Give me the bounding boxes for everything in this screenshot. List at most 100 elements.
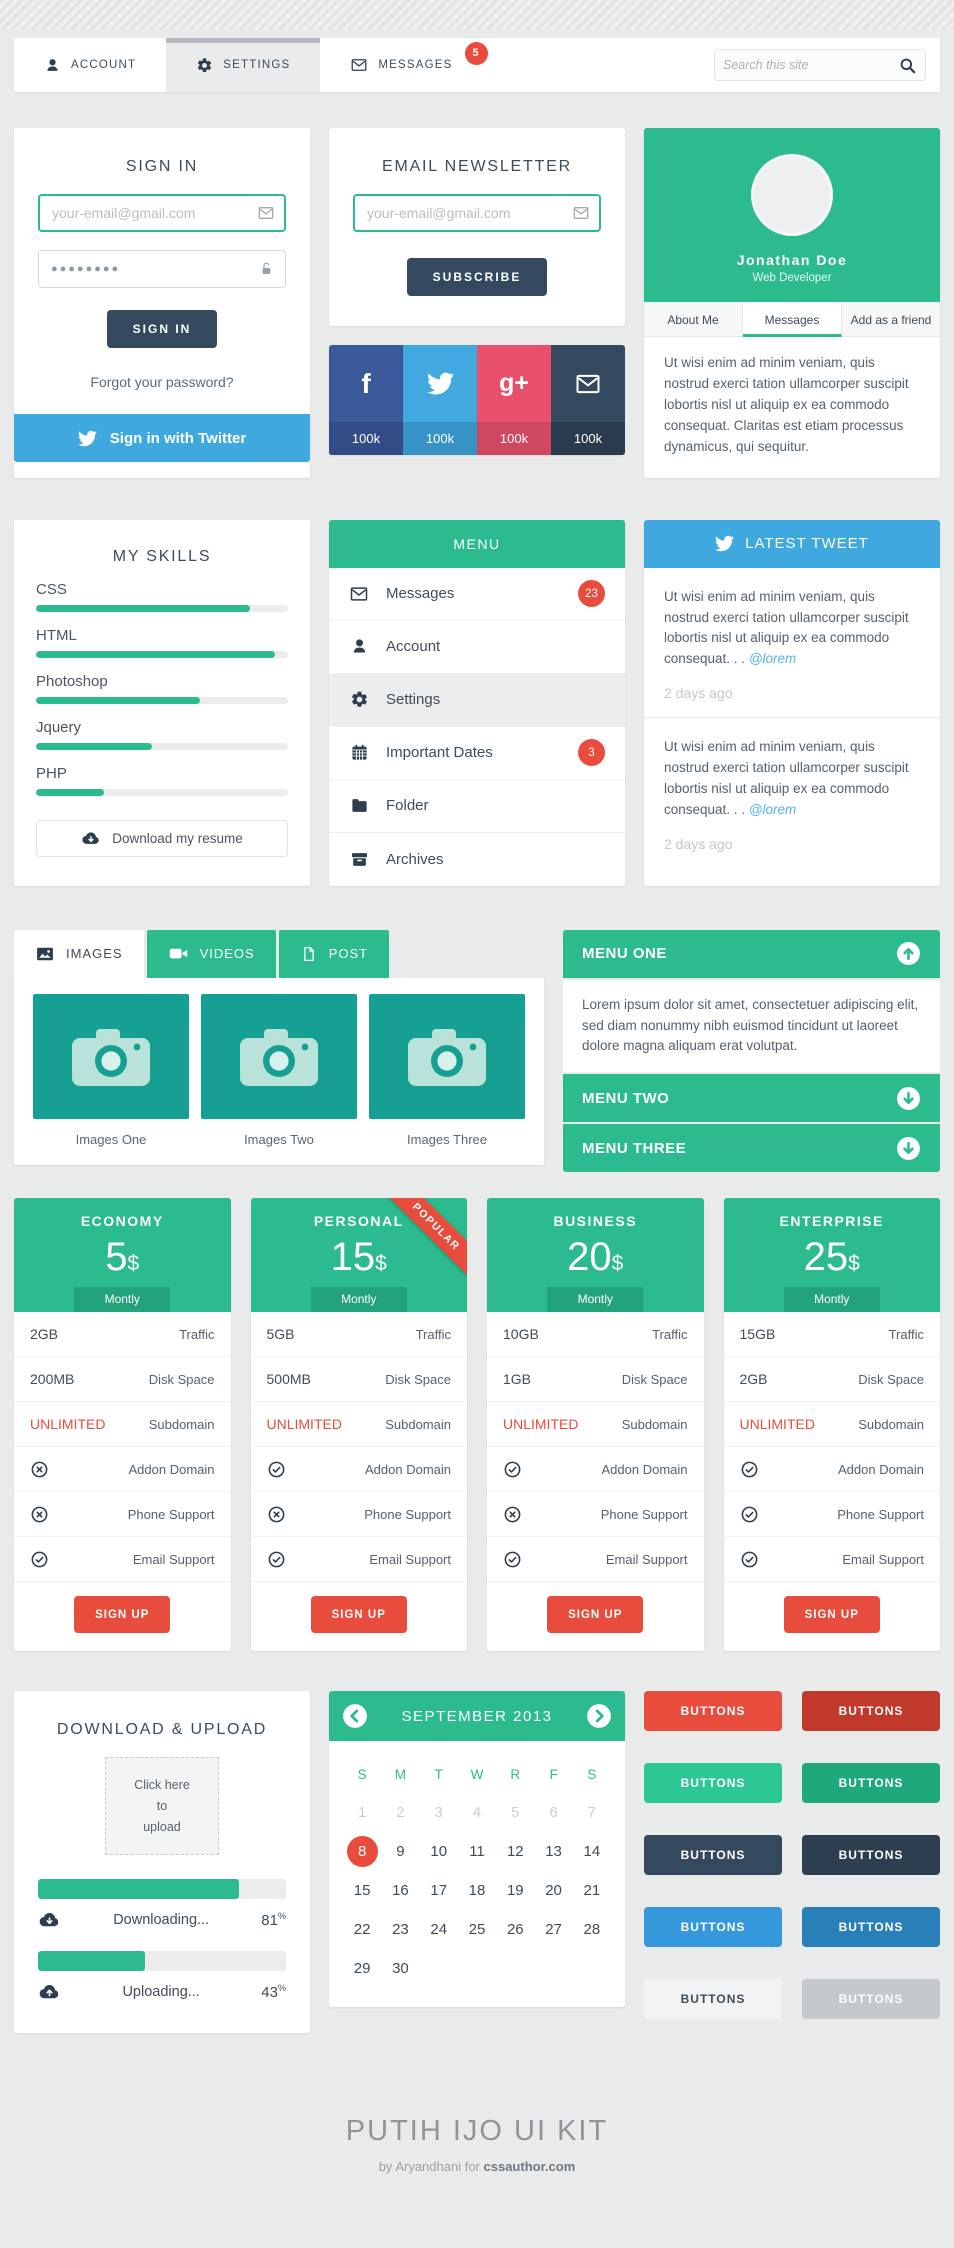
- plan-signup-button[interactable]: SIGN UP: [547, 1596, 644, 1634]
- tweet-handle-link[interactable]: @lorem: [748, 802, 797, 818]
- nav-item-messages[interactable]: MESSAGES 5: [320, 38, 517, 92]
- calendar-day[interactable]: 18: [468, 1882, 486, 1900]
- top-navbar: ACCOUNT SETTINGS MESSAGES 5: [14, 38, 940, 92]
- calendar-day[interactable]: 2: [396, 1804, 405, 1822]
- showcase-button-3[interactable]: BUTTONS: [644, 1763, 782, 1804]
- calendar-day[interactable]: 3: [434, 1804, 443, 1822]
- tab-messages[interactable]: Messages: [743, 302, 842, 337]
- plan-spec-label: Traffic: [415, 1326, 451, 1342]
- image-thumbnail[interactable]: [201, 993, 357, 1119]
- calendar-day[interactable]: 7: [587, 1804, 597, 1822]
- menu-item-archives[interactable]: Archives: [329, 832, 625, 886]
- plan-feature-label: Addon Domain: [838, 1461, 924, 1477]
- calendar-day[interactable]: 19: [506, 1882, 524, 1900]
- twitter-icon: [77, 429, 97, 448]
- calendar-day[interactable]: 1: [357, 1804, 367, 1822]
- twitter-tile[interactable]: 100k: [403, 345, 477, 455]
- upload-dropzone[interactable]: Click here to upload: [105, 1757, 219, 1856]
- password-input[interactable]: [38, 250, 286, 288]
- calendar-day[interactable]: 28: [583, 1921, 601, 1939]
- calendar-day[interactable]: 21: [583, 1882, 601, 1900]
- footer-brand-link[interactable]: cssauthor.com: [483, 2159, 576, 2175]
- calendar-day[interactable]: 10: [430, 1843, 448, 1861]
- email-input[interactable]: [38, 194, 286, 232]
- search-input[interactable]: [723, 58, 898, 72]
- calendar-day[interactable]: 25: [468, 1921, 486, 1939]
- showcase-button-5[interactable]: BUTTONS: [644, 1835, 782, 1876]
- image-caption: Images One: [75, 1131, 147, 1147]
- calendar-day[interactable]: 6: [549, 1804, 558, 1822]
- calendar-day[interactable]: 24: [430, 1921, 448, 1939]
- showcase-button-2[interactable]: BUTTONS: [802, 1691, 940, 1732]
- upload-percent: 43%: [261, 1982, 286, 2001]
- tweet-text: Ut wisi enim ad minim veniam, quis nostr…: [664, 739, 909, 818]
- calendar-day[interactable]: 27: [545, 1921, 562, 1939]
- folder-icon: [349, 796, 369, 815]
- showcase-button-8[interactable]: BUTTONS: [802, 1907, 940, 1948]
- arrow-up-circle-icon: [896, 941, 921, 966]
- subscribe-button[interactable]: SUBSCRIBE: [406, 258, 548, 296]
- menu-item-settings[interactable]: Settings: [329, 673, 625, 727]
- plan-signup-button[interactable]: SIGN UP: [74, 1596, 171, 1634]
- tab-add-as-friend[interactable]: Add as a friend: [842, 302, 940, 337]
- calendar-day[interactable]: 20: [545, 1882, 562, 1900]
- tab-about-me[interactable]: About Me: [644, 302, 743, 337]
- showcase-button-9[interactable]: BUTTONS: [644, 1979, 782, 2020]
- forgot-password-link[interactable]: Forgot your password?: [90, 374, 234, 390]
- nav-item-account[interactable]: ACCOUNT: [14, 38, 166, 92]
- showcase-button-10[interactable]: BUTTONS: [802, 1979, 940, 2020]
- showcase-button-6[interactable]: BUTTONS: [802, 1835, 940, 1876]
- showcase-button-1[interactable]: BUTTONS: [644, 1691, 782, 1732]
- facebook-tile[interactable]: f 100k: [329, 345, 403, 455]
- check-circle-icon: [503, 1550, 522, 1569]
- calendar-day-selected[interactable]: 8: [343, 1833, 381, 1870]
- twitter-signin-button[interactable]: Sign in with Twitter: [14, 414, 310, 462]
- calendar-day[interactable]: 12: [506, 1843, 524, 1861]
- calendar-day[interactable]: 16: [392, 1882, 409, 1900]
- calendar-day[interactable]: 22: [353, 1921, 371, 1939]
- menu-item-messages[interactable]: Messages 23: [329, 567, 625, 621]
- menu-item-folder[interactable]: Folder: [329, 779, 625, 833]
- calendar-day[interactable]: 17: [430, 1882, 448, 1900]
- menu-item-account[interactable]: Account: [329, 620, 625, 674]
- plan-signup-button[interactable]: SIGN UP: [310, 1596, 407, 1634]
- menu-item-label: Important Dates: [386, 744, 493, 762]
- showcase-button-4[interactable]: BUTTONS: [802, 1763, 940, 1804]
- showcase-button-7[interactable]: BUTTONS: [644, 1907, 782, 1948]
- calendar-day[interactable]: 30: [392, 1960, 409, 1978]
- calendar-day[interactable]: 23: [392, 1921, 409, 1939]
- calendar-next-button[interactable]: [586, 1703, 612, 1729]
- accordion-header-menu-one[interactable]: MENU ONE: [563, 929, 940, 978]
- calendar-day[interactable]: 4: [472, 1804, 482, 1822]
- newsletter-email-input[interactable]: [353, 194, 601, 232]
- calendar-day[interactable]: 29: [353, 1960, 371, 1978]
- calendar-day[interactable]: 9: [396, 1843, 405, 1861]
- google-plus-icon: g+: [499, 369, 529, 397]
- tweet-handle-link[interactable]: @lorem: [748, 651, 797, 667]
- plan-spec-row: 1GB Disk Space: [487, 1357, 704, 1403]
- calendar-day[interactable]: 5: [511, 1804, 520, 1822]
- accordion-header-menu-two[interactable]: MENU TWO: [563, 1074, 940, 1123]
- tab-post[interactable]: POST: [278, 929, 390, 978]
- check-circle-icon: [267, 1460, 286, 1479]
- image-thumbnail[interactable]: [33, 993, 189, 1119]
- calendar-day[interactable]: 11: [469, 1843, 485, 1861]
- signin-button[interactable]: SIGN IN: [106, 310, 218, 348]
- google-plus-tile[interactable]: g+ 100k: [477, 345, 551, 455]
- tab-images[interactable]: IMAGES: [14, 929, 144, 978]
- calendar-day[interactable]: 15: [353, 1882, 371, 1900]
- check-circle-icon: [30, 1550, 49, 1569]
- calendar-day[interactable]: 13: [545, 1843, 562, 1861]
- plan-signup-button[interactable]: SIGN UP: [783, 1596, 880, 1634]
- calendar-prev-button[interactable]: [342, 1703, 368, 1729]
- accordion-header-menu-three[interactable]: MENU THREE: [563, 1124, 940, 1173]
- nav-item-settings[interactable]: SETTINGS: [166, 38, 321, 92]
- menu-item-important-dates[interactable]: Important Dates 3: [329, 726, 625, 780]
- search-icon[interactable]: [898, 56, 917, 75]
- image-thumbnail[interactable]: [369, 993, 525, 1119]
- calendar-day[interactable]: 14: [583, 1843, 601, 1861]
- mail-tile[interactable]: 100k: [551, 345, 625, 455]
- download-resume-button[interactable]: Download my resume: [36, 819, 288, 857]
- tab-videos[interactable]: VIDEOS: [146, 929, 276, 978]
- calendar-day[interactable]: 26: [506, 1921, 524, 1939]
